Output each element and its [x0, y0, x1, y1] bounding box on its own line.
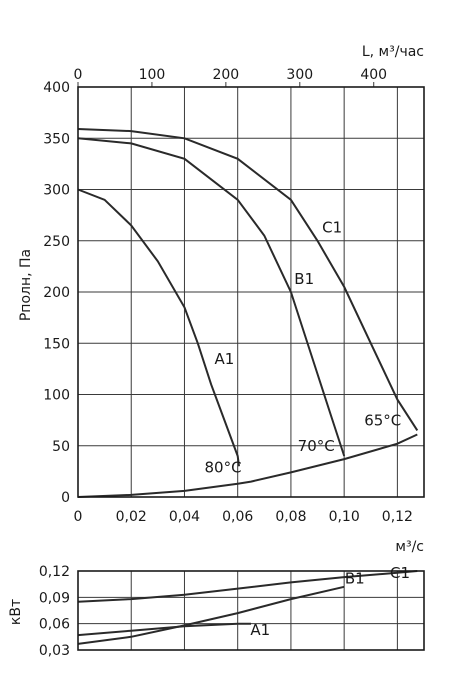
y-tick-0: 0: [61, 490, 70, 506]
label-a1: A1: [214, 350, 234, 368]
power-y-tick-0-06: 0,06: [39, 617, 70, 633]
power-y-tick-0-03: 0,03: [39, 643, 70, 659]
power-curve-c1: [77, 570, 418, 603]
x-tick-0-06: 0,06: [222, 509, 253, 525]
y-tick-250: 250: [43, 234, 70, 250]
power-curve-b1: [77, 585, 345, 645]
main-chart-labels: 0 0,02 0,04 0,06 0,08 0,10 0,12 0 50 100 150 200 250…: [43, 67, 413, 525]
top-tick-300: 300: [286, 67, 313, 83]
x-tick-0: 0: [74, 509, 83, 525]
x-tick-0-10: 0,10: [329, 509, 360, 525]
power-y-tick-0-09: 0,09: [39, 590, 70, 606]
label-70-c: 70°C: [298, 437, 335, 455]
label-c1: C1: [322, 219, 342, 237]
x-tick-0-02: 0,02: [116, 509, 147, 525]
power-chart-curves: [77, 570, 418, 645]
power-label-b1: B1: [345, 569, 365, 587]
x-tick-0-04: 0,04: [169, 509, 200, 525]
y-tick-350: 350: [43, 131, 70, 147]
curve-b1: [77, 137, 346, 457]
power-chart-frame: [77, 570, 425, 651]
power-label-a1: A1: [250, 621, 270, 639]
x-tick-0-12: 0,12: [382, 509, 413, 525]
label-80-c: 80°C: [205, 458, 242, 476]
power-label-c1: C1: [390, 564, 410, 582]
power-y-tick-0-12: 0,12: [39, 564, 70, 580]
y-tick-100: 100: [43, 388, 70, 404]
top-tick-100: 100: [139, 67, 166, 83]
y-tick-50: 50: [52, 439, 70, 455]
top-axis-title: L, м³/час: [362, 44, 424, 60]
curve-a1: [77, 188, 240, 467]
y-tick-400: 400: [43, 80, 70, 96]
label-b1: B1: [294, 270, 314, 288]
curve-c1: [77, 128, 419, 431]
curve-system: [77, 433, 418, 498]
power-y-axis-title: кВт: [8, 599, 24, 625]
top-tick-400: 400: [360, 67, 387, 83]
top-tick-0: 0: [74, 67, 83, 83]
main-chart-curves: [77, 128, 419, 498]
main-chart-frame: [77, 86, 425, 498]
x-tick-0-08: 0,08: [275, 509, 306, 525]
y-tick-300: 300: [43, 183, 70, 199]
top-tick-200: 200: [212, 67, 239, 83]
y-tick-150: 150: [43, 336, 70, 352]
x-axis-title: м³/с: [395, 539, 424, 555]
y-tick-200: 200: [43, 285, 70, 301]
label-65-c: 65°C: [364, 411, 401, 429]
y-axis-title: Рполн, Па: [18, 249, 34, 321]
power-chart-labels: 0,12 0,09 0,06 0,03 A1 B1 C1: [39, 564, 410, 659]
